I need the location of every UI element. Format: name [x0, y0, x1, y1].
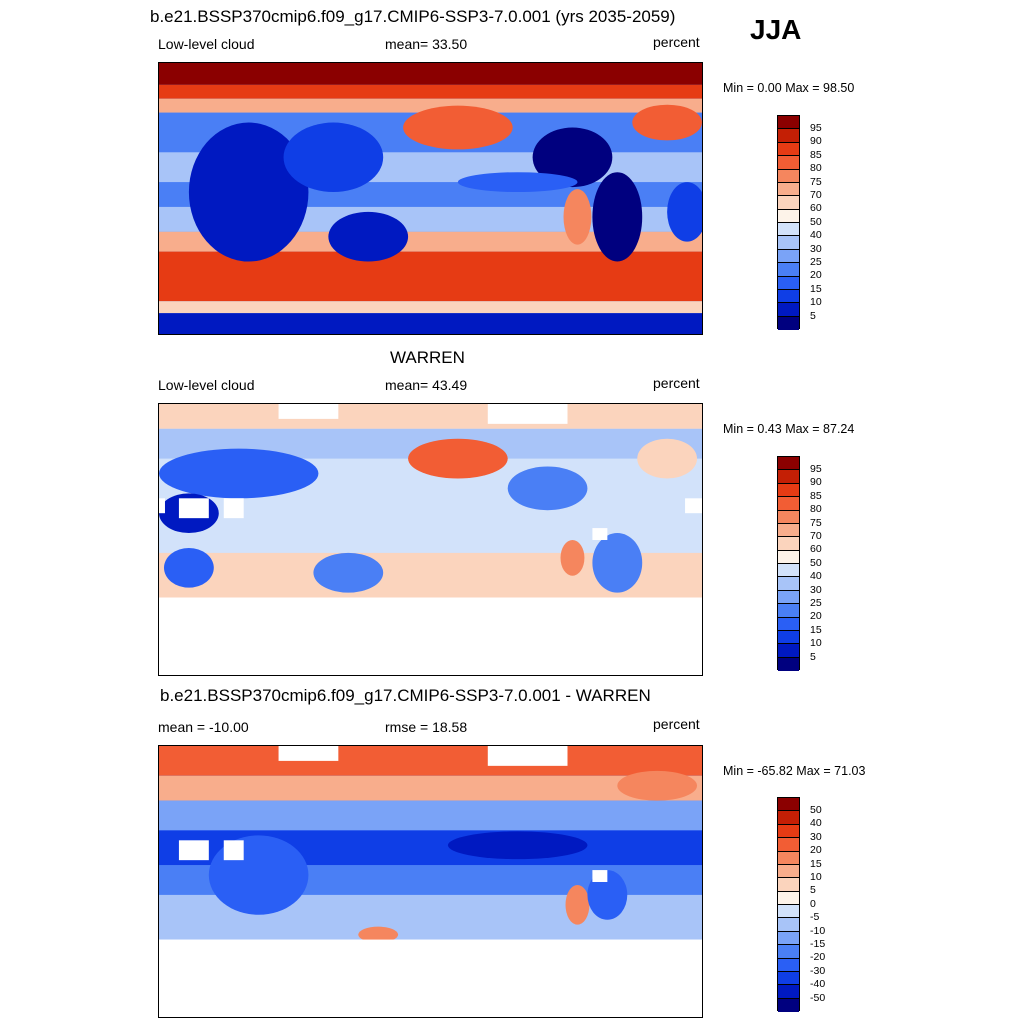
- panel1-tick: 80: [810, 162, 822, 174]
- panel3-tick: -50: [810, 992, 826, 1004]
- panel1-tick: 15: [810, 283, 822, 295]
- panel1-tick: 85: [810, 149, 822, 161]
- panel2-tick: 75: [810, 517, 822, 529]
- panel2-colorbar: [777, 456, 800, 671]
- panel2-tick: 15: [810, 624, 822, 636]
- panel1-tick: 20: [810, 269, 822, 281]
- panel3-tick: 20: [810, 844, 822, 856]
- panel2-map: [158, 403, 703, 676]
- panel3-tick: -10: [810, 925, 826, 937]
- panel1-variable-label: Low-level cloud: [158, 36, 255, 52]
- panel3-tick: 50: [810, 804, 822, 816]
- panel1-title: b.e21.BSSP370cmip6.f09_g17.CMIP6-SSP3-7.…: [150, 7, 676, 26]
- panel1-map-field: [159, 63, 702, 334]
- panel2-units-label: percent: [653, 375, 700, 391]
- panel1-minmax: Min = 0.00 Max = 98.50: [723, 81, 855, 95]
- panel3-tick: 15: [810, 858, 822, 870]
- panel2-tick: 80: [810, 503, 822, 515]
- panel3-tick: -30: [810, 965, 826, 977]
- panel1-map: [158, 62, 703, 335]
- panel1-tick: 95: [810, 122, 822, 134]
- panel2-tick: 95: [810, 463, 822, 475]
- panel2-mean-label: mean= 43.49: [385, 377, 468, 393]
- panel3-tick: 10: [810, 871, 822, 883]
- panel2-tick: 70: [810, 530, 822, 542]
- panel2-tick: 60: [810, 543, 822, 555]
- panel3-rmse-label: rmse = 18.58: [385, 719, 468, 735]
- panel3-minmax: Min = -65.82 Max = 71.03: [723, 764, 866, 778]
- panel3-title: b.e21.BSSP370cmip6.f09_g17.CMIP6-SSP3-7.…: [160, 686, 651, 705]
- panel3-tick: 40: [810, 817, 822, 829]
- panel2-tick: 85: [810, 490, 822, 502]
- panel1-tick: 25: [810, 256, 822, 268]
- panel2-variable-label: Low-level cloud: [158, 377, 255, 393]
- panel1-tick: 5: [810, 310, 816, 322]
- panel1-tick: 30: [810, 243, 822, 255]
- panel3-map-field: [159, 746, 702, 1017]
- panel3-tick: -5: [810, 911, 820, 923]
- panel1-colorbar: [777, 115, 800, 330]
- panel2-tick: 50: [810, 557, 822, 569]
- panel3-map: [158, 745, 703, 1018]
- panel2-minmax: Min = 0.43 Max = 87.24: [723, 422, 855, 436]
- panel1-tick: 75: [810, 176, 822, 188]
- panel1-tick: 70: [810, 189, 822, 201]
- panel1-tick: 60: [810, 202, 822, 214]
- panel1-units-label: percent: [653, 34, 700, 50]
- panel2-map-field: [159, 404, 702, 675]
- season-label: JJA: [750, 14, 802, 45]
- panel2-tick: 20: [810, 610, 822, 622]
- panel2-title: WARREN: [390, 348, 465, 367]
- panel3-tick: -20: [810, 951, 826, 963]
- panel3-mean-label: mean = -10.00: [158, 719, 249, 735]
- panel2-tick: 40: [810, 570, 822, 582]
- panel2-tick: 30: [810, 584, 822, 596]
- panel1-tick: 10: [810, 296, 822, 308]
- panel1-tick: 40: [810, 229, 822, 241]
- panel1-mean-label: mean= 33.50: [385, 36, 468, 52]
- panel3-tick: -15: [810, 938, 826, 950]
- panel3-tick: -40: [810, 978, 826, 990]
- panel2-tick: 10: [810, 637, 822, 649]
- panel1-tick: 50: [810, 216, 822, 228]
- panel3-units-label: percent: [653, 716, 700, 732]
- panel3-tick: 30: [810, 831, 822, 843]
- panel1-tick: 90: [810, 135, 822, 147]
- panel2-tick: 25: [810, 597, 822, 609]
- panel2-tick: 90: [810, 476, 822, 488]
- panel2-tick: 5: [810, 651, 816, 663]
- panel3-tick: 5: [810, 884, 816, 896]
- panel3-colorbar: [777, 797, 800, 1012]
- panel3-tick: 0: [810, 898, 816, 910]
